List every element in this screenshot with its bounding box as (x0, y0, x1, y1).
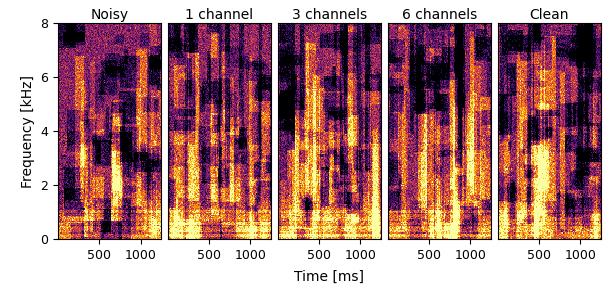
Text: Time [ms]: Time [ms] (295, 270, 364, 284)
Title: 6 channels: 6 channels (402, 8, 477, 22)
Y-axis label: Frequency [kHz]: Frequency [kHz] (21, 75, 35, 188)
Title: 3 channels: 3 channels (292, 8, 367, 22)
Title: Clean: Clean (529, 8, 569, 22)
Title: Noisy: Noisy (90, 8, 129, 22)
Title: 1 channel: 1 channel (185, 8, 254, 22)
